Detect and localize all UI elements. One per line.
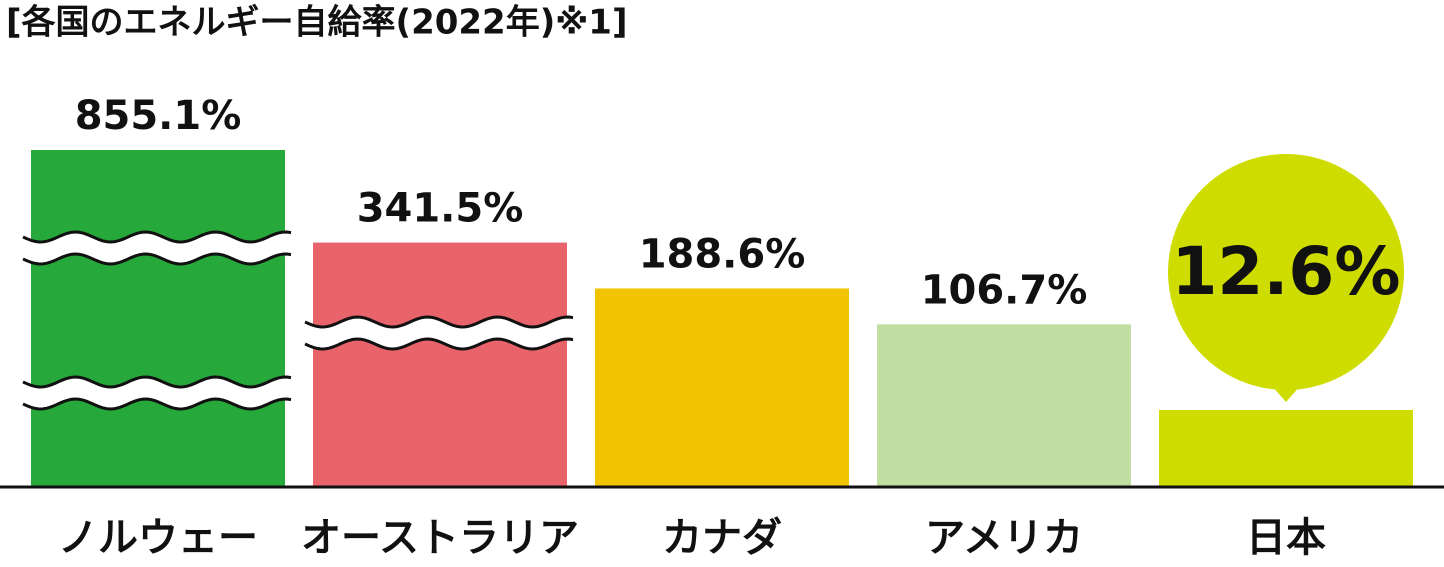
axis-break-line	[304, 337, 574, 351]
bar	[313, 242, 567, 487]
value-label: 188.6%	[639, 231, 806, 277]
bar	[877, 324, 1131, 487]
value-label: 341.5%	[357, 186, 524, 232]
bar	[595, 288, 849, 487]
value-label: 855.1%	[75, 93, 242, 139]
callout-bubble	[1272, 385, 1300, 402]
axis-break-gap	[23, 232, 291, 264]
chart-title: [各国のエネルギー自給率(2022年)※1]	[6, 3, 628, 43]
bar	[1159, 409, 1413, 487]
x-tick-label: カナダ	[662, 515, 782, 561]
axis-break-line	[304, 315, 574, 329]
x-tick-label: オーストラリア	[301, 515, 579, 561]
axis-break-line	[22, 252, 292, 266]
bar	[31, 150, 285, 487]
axis-break-line	[22, 230, 292, 244]
value-label: 12.6%	[1172, 233, 1401, 310]
axis-break-line	[22, 375, 292, 389]
x-tick-label: アメリカ	[925, 515, 1083, 561]
axis-break-gap	[305, 317, 573, 349]
axis-break-gap	[23, 377, 291, 409]
x-tick-label: 日本	[1246, 515, 1326, 561]
callout-bubble	[1168, 153, 1404, 390]
x-tick-label: ノルウェー	[58, 515, 258, 561]
axis-break-line	[22, 397, 292, 411]
value-label: 106.7%	[921, 267, 1088, 313]
